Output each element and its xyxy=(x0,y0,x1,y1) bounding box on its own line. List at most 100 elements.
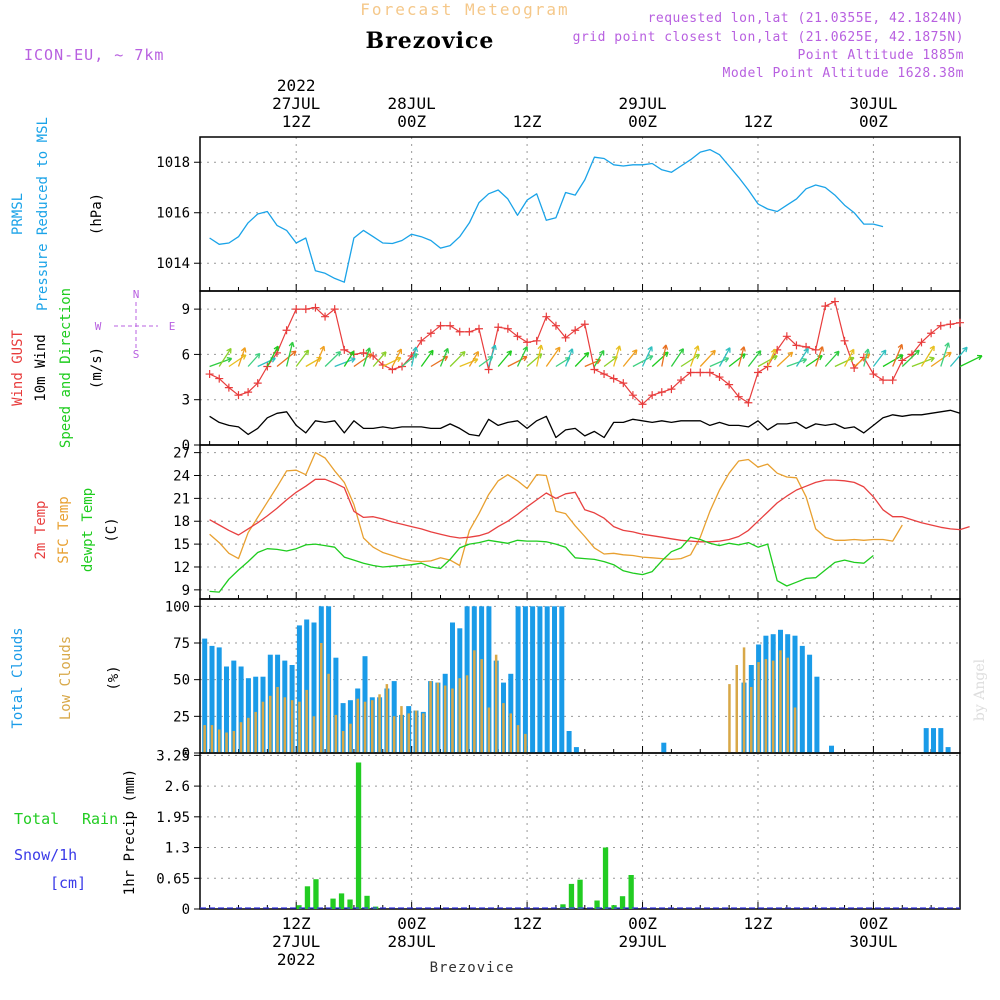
wind-direction-arrow xyxy=(670,348,685,367)
rain-bar xyxy=(338,893,345,909)
low-cloud-bar xyxy=(254,711,257,753)
gust-marker xyxy=(244,388,253,397)
total-cloud-bar xyxy=(450,622,455,753)
wind-direction-arrow xyxy=(343,350,355,367)
requested-coords: requested lon,lat (21.0355E, 42.1824N) xyxy=(648,11,964,26)
low-cloud-bar xyxy=(771,660,775,753)
series-2m-temp xyxy=(209,478,970,543)
panel-temperature: 9 12 15 18 21 24 27 xyxy=(173,444,970,600)
label-dewpt-temp: dewpt Temp xyxy=(80,488,96,572)
low-cloud-bar xyxy=(524,733,527,753)
wind-direction-arrow xyxy=(872,349,887,367)
gust-marker xyxy=(811,345,820,354)
top-time-label: 12Z xyxy=(744,112,773,131)
wind-direction-arrow xyxy=(257,357,276,368)
wind-direction-arrow xyxy=(334,357,356,368)
gust-marker xyxy=(590,365,599,374)
low-cloud-bar xyxy=(218,729,221,753)
precip-labels: Total Rain Snow/1h [cm] 1hr Precip (mm) xyxy=(14,769,138,895)
wind-direction-arrow xyxy=(237,347,247,367)
low-cloud-bar xyxy=(436,682,440,753)
low-cloud-bar xyxy=(312,716,316,753)
y-tick-label: 15 xyxy=(173,537,190,553)
top-time-label: 2022 xyxy=(277,76,316,95)
rain-bar xyxy=(347,899,353,909)
chart-panels: 1014101610180369912151821242702550751000… xyxy=(156,136,983,918)
total-cloud-bar xyxy=(515,606,521,753)
total-cloud-bar xyxy=(216,647,222,753)
label-snow: Snow/1h xyxy=(14,846,77,864)
wind-direction-arrow xyxy=(892,343,904,367)
gust-marker xyxy=(561,333,570,342)
top-time-label: 12Z xyxy=(282,112,311,131)
wind-direction-arrow xyxy=(353,353,373,368)
wind-direction-arrow xyxy=(459,357,479,368)
gust-marker xyxy=(619,379,628,388)
wind-direction-arrow xyxy=(911,356,935,368)
low-cloud-bar xyxy=(327,673,330,753)
gust-marker xyxy=(523,338,532,347)
total-cloud-bar xyxy=(486,606,492,753)
wind-direction-arrow xyxy=(959,354,983,368)
wind-direction-arrow xyxy=(632,355,654,368)
gust-marker xyxy=(715,373,724,382)
total-cloud-bar xyxy=(566,731,572,753)
gust-marker xyxy=(600,370,609,379)
label-percent: (%) xyxy=(106,665,122,690)
wind-direction-arrow xyxy=(382,356,402,368)
wind-direction-arrow xyxy=(391,348,403,367)
bottom-time-label: 00Z xyxy=(397,914,426,933)
low-cloud-bar xyxy=(232,731,236,753)
low-cloud-bar xyxy=(239,722,243,753)
total-cloud-bar xyxy=(814,676,820,753)
low-cloud-bar xyxy=(290,700,294,753)
label-hpa: (hPa) xyxy=(89,193,105,235)
wind-direction-arrow xyxy=(516,346,528,367)
wind-direction-arrow xyxy=(834,356,855,368)
y-tick-label: 9 xyxy=(182,302,190,318)
gust-marker xyxy=(696,368,705,377)
bottom-time-label: 12Z xyxy=(282,914,311,933)
low-cloud-bar xyxy=(341,731,345,753)
bottom-time-label: 2022 xyxy=(277,950,316,969)
low-cloud-bar xyxy=(392,716,396,753)
low-cloud-bar xyxy=(400,706,403,753)
y-tick-label: 24 xyxy=(173,468,190,484)
y-tick-label: 3 xyxy=(182,393,190,409)
low-cloud-bar xyxy=(203,725,206,753)
wind-direction-arrow xyxy=(718,347,731,367)
total-cloud-bar xyxy=(231,660,237,753)
y-tick-label: 1016 xyxy=(156,206,190,222)
wind-direction-arrow xyxy=(786,357,808,368)
low-cloud-bar xyxy=(378,694,381,753)
label-speed-direction: Speed and Direction xyxy=(58,288,74,448)
gust-marker xyxy=(340,345,349,354)
total-cloud-bar xyxy=(311,622,317,753)
gust-marker xyxy=(917,338,926,347)
low-cloud-bar xyxy=(742,647,746,753)
bottom-time-label: 28JUL xyxy=(388,932,436,951)
wind-direction-arrow xyxy=(545,346,561,367)
total-cloud-bar xyxy=(238,666,244,753)
compass-rose: N S W E xyxy=(95,288,176,361)
gust-marker xyxy=(330,305,339,314)
total-cloud-bar xyxy=(530,606,536,753)
low-cloud-bar xyxy=(786,657,789,753)
wind-direction-arrow xyxy=(324,350,342,367)
gust-marker xyxy=(474,324,483,333)
wind-direction-arrow xyxy=(285,341,295,367)
label-wind-gust: Wind GUST xyxy=(10,330,26,406)
gust-marker xyxy=(869,370,878,379)
low-cloud-bar xyxy=(276,687,279,753)
wind-direction-arrow xyxy=(815,346,825,367)
wind-direction-arrow xyxy=(439,347,450,367)
product-title: Forecast Meteogram xyxy=(360,0,569,19)
total-cloud-bar xyxy=(333,657,339,753)
y-tick-label: 1.95 xyxy=(156,810,190,826)
label-cm: [cm] xyxy=(50,874,86,892)
wind-direction-arrow xyxy=(795,347,809,367)
gust-marker xyxy=(513,332,522,341)
rain-bar xyxy=(355,762,362,909)
wind-direction-arrow xyxy=(362,347,372,367)
gust-marker xyxy=(321,312,330,321)
